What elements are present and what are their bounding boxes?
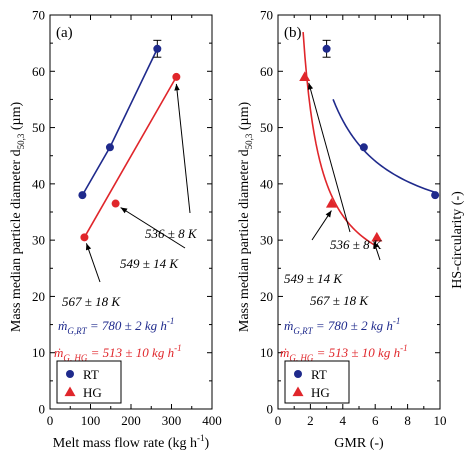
annotation-arrow-head [307, 82, 314, 90]
annotation-arrow [308, 82, 351, 233]
data-point-hg [299, 71, 311, 82]
y-tick-label: 70 [32, 8, 45, 23]
legend-marker-rt [294, 370, 302, 378]
series-line-hg [83, 76, 178, 238]
annotation-arrow-head [325, 210, 332, 218]
panel-b: 0 2 4 6 8 10 0 10 20 30 40 50 60 70 GMR (-) Mass median… [237, 8, 465, 452]
legend-label-rt: RT [83, 367, 99, 382]
series-line-rt [81, 48, 159, 196]
y-tick-label: 40 [32, 176, 45, 191]
legend-marker-rt [66, 370, 74, 378]
y-tick-label: 30 [32, 233, 45, 248]
series-curve-rt [332, 99, 436, 194]
annotation-text: 567 ± 18 K [310, 293, 369, 308]
annotation-arrow-head [85, 243, 92, 251]
annotation-massflow-hg: ṁG, HG = 513 ± 10 kg h-1 [54, 343, 182, 363]
legend-label-hg: HG [311, 385, 330, 400]
x-tick-label: 0 [47, 413, 54, 428]
annotation-arrow [120, 207, 186, 249]
annotation-text: 549 ± 14 K [120, 256, 179, 271]
annotation-arrow-head [373, 241, 379, 249]
data-point-rt [322, 44, 331, 53]
legend-box [56, 360, 122, 404]
y-axis-label: Mass median particle diameter d50,3 (µm) [9, 102, 26, 333]
y-tick-label: 0 [39, 402, 46, 417]
y-tick-label: 0 [267, 402, 274, 417]
panel-a: 0 100 200 300 400 0 10 20 30 40 50 60 70 Melt mass fl… [9, 8, 222, 452]
annotation-massflow-hg: ṁG, HG = 513 ± 10 kg h-1 [280, 343, 408, 363]
y-tick-label: 60 [260, 64, 273, 79]
data-point-hg [172, 72, 181, 81]
x-tick-label: 2 [307, 413, 314, 428]
y-tick-label: 50 [32, 120, 45, 135]
x-tick-label: 200 [121, 413, 141, 428]
panel-label: (b) [284, 25, 302, 41]
series-curve-hg [302, 31, 378, 248]
data-point-rt [359, 143, 368, 152]
legend-label-hg: HG [83, 385, 102, 400]
y2-axis-label: HS-circularity (-) [450, 191, 465, 289]
legend-marker-hg [292, 386, 304, 397]
y-tick-label: 70 [260, 8, 273, 23]
annotation-text: 567 ± 18 K [62, 294, 121, 309]
annotation-arrow [175, 83, 191, 214]
y-tick-label: 10 [260, 345, 273, 360]
y-tick-label: 20 [32, 289, 45, 304]
legend-marker-hg [64, 386, 76, 397]
data-point-hg [111, 199, 120, 208]
x-tick-label: 100 [81, 413, 101, 428]
data-point-rt [78, 191, 87, 200]
y-tick-label: 20 [260, 289, 273, 304]
y-axis-label: Mass median particle diameter d50,3 (µm) [237, 102, 254, 333]
x-axis-label: GMR (-) [334, 436, 384, 451]
x-tick-label: 0 [275, 413, 282, 428]
data-point-hg [325, 198, 337, 208]
y-tick-label: 10 [32, 345, 45, 360]
x-tick-label: 6 [372, 413, 379, 428]
data-point-hg [371, 231, 383, 242]
y-tick-label: 30 [260, 233, 273, 248]
data-point-rt [105, 143, 114, 152]
x-axis-label: Melt mass flow rate (kg h-1) [53, 433, 210, 451]
data-point-rt [153, 44, 162, 53]
data-point-hg [80, 233, 89, 242]
panel-label: (a) [56, 25, 73, 41]
x-tick-label: 4 [340, 413, 347, 428]
annotation-text: 536 ± 8 K [330, 237, 383, 252]
y-tick-label: 50 [260, 120, 273, 135]
y-tick-label: 40 [260, 176, 273, 191]
annotation-massflow-rt: ṁG,RT = 780 ± 2 kg h-1 [58, 316, 174, 336]
legend-label-rt: RT [311, 367, 327, 382]
annotation-text: 536 ± 8 K [145, 226, 198, 241]
y-tick-label: 60 [32, 64, 45, 79]
x-tick-label: 400 [202, 413, 222, 428]
annotation-arrow-head [120, 207, 128, 214]
data-point-rt [431, 191, 440, 200]
x-tick-label: 10 [434, 413, 447, 428]
annotation-arrow [85, 243, 101, 283]
annotation-massflow-rt: ṁG,RT = 780 ± 2 kg h-1 [284, 316, 400, 336]
x-tick-label: 300 [162, 413, 182, 428]
annotation-arrow-head [174, 83, 180, 91]
x-tick-label: 8 [404, 413, 411, 428]
annotation-text: 549 ± 14 K [284, 271, 343, 286]
